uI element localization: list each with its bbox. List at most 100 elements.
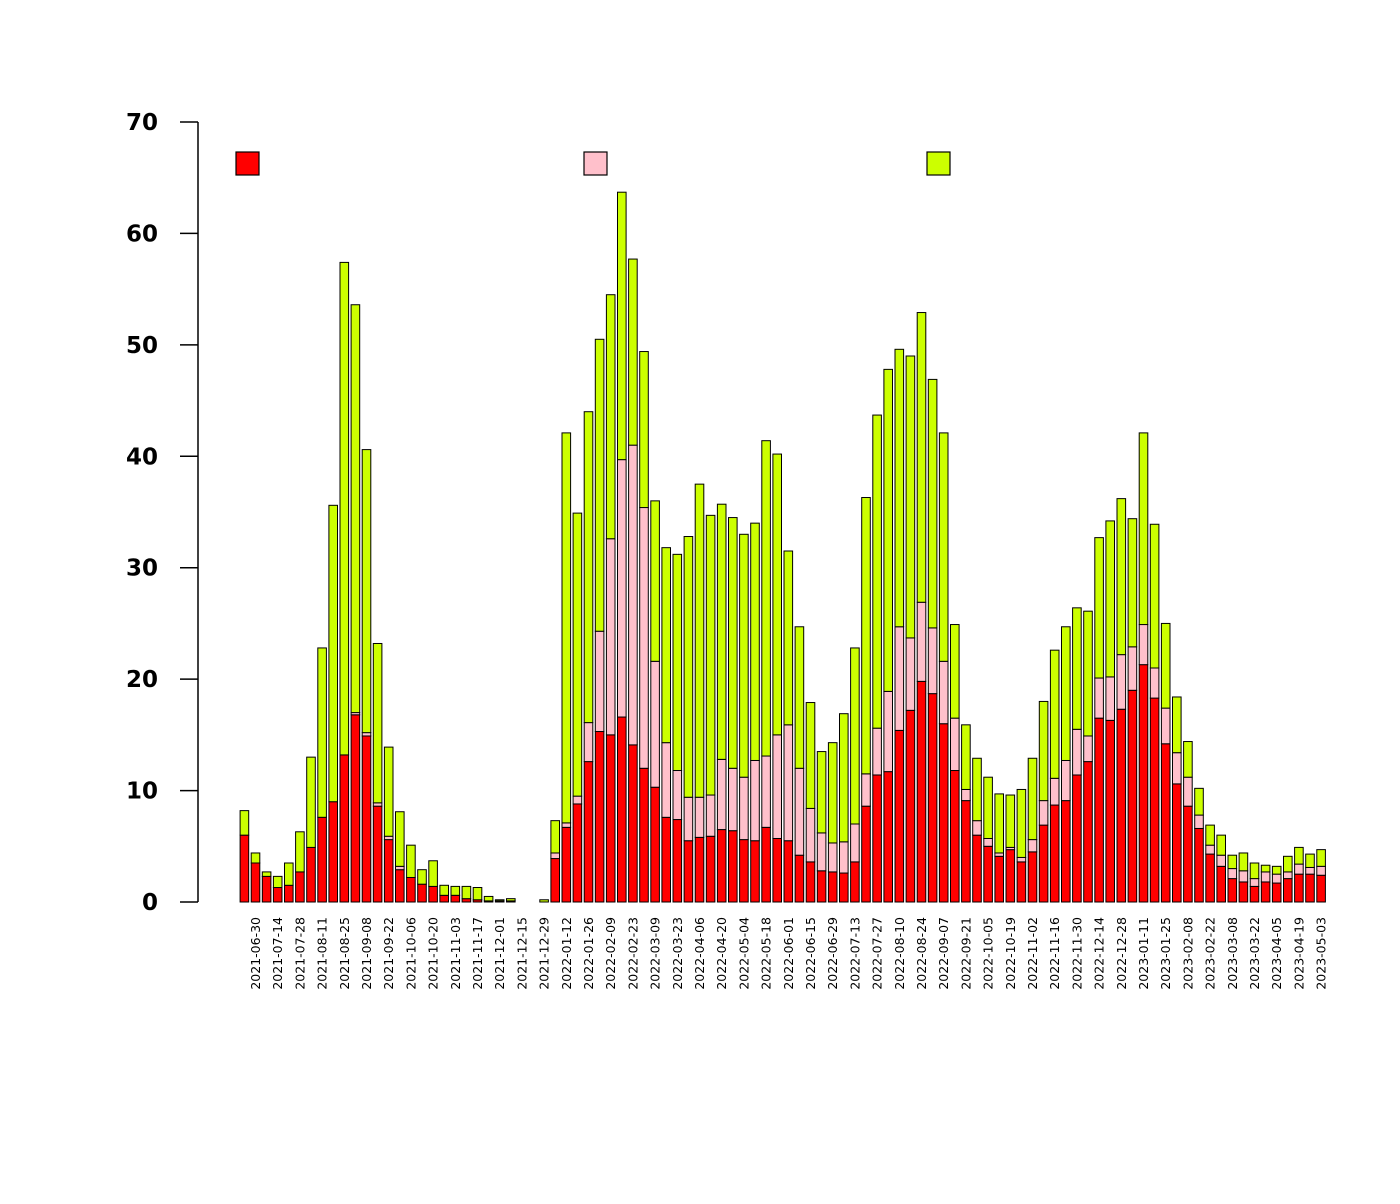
bar-segment-secured-beds <box>761 826 771 903</box>
bar-segment-accommodation <box>716 503 727 760</box>
bar-segment-other-hospital <box>1205 844 1215 855</box>
bar-segment-accommodation <box>428 860 438 887</box>
x-tick-label: 2021-08-25 <box>337 917 352 990</box>
legend-swatch-other-hospital <box>583 151 608 176</box>
bar-segment-other-hospital <box>639 507 649 769</box>
bar-segment-secured-beds <box>1138 664 1149 903</box>
bar-segment-accommodation <box>661 547 672 744</box>
bar-segment-accommodation <box>639 351 649 509</box>
bar-segment-accommodation <box>583 411 594 724</box>
bar-segment-secured-beds <box>1094 717 1104 903</box>
bar-segment-other-hospital <box>1116 654 1127 710</box>
bar-segment-accommodation <box>672 553 683 772</box>
bar-segment-other-hospital <box>916 601 927 682</box>
bar-segment-other-hospital <box>1061 759 1071 802</box>
bar-segment-other-hospital <box>1238 870 1249 883</box>
bar-segment-other-hospital <box>594 630 605 733</box>
bar-segment-accommodation <box>972 757 982 822</box>
bar-segment-accommodation <box>306 756 316 848</box>
bar-segment-secured-beds <box>1116 708 1127 903</box>
bar-segment-secured-beds <box>1183 805 1193 903</box>
bar-segment-accommodation <box>1160 622 1171 709</box>
bar-segment-accommodation <box>284 862 294 886</box>
x-tick-label: 2022-07-13 <box>847 917 862 990</box>
bar-segment-secured-beds <box>1005 849 1016 903</box>
bar-segment-secured-beds <box>816 870 827 903</box>
bar-segment-accommodation <box>1194 787 1204 816</box>
bar-segment-other-hospital <box>850 823 860 863</box>
bar-segment-accommodation <box>550 820 561 854</box>
bar-segment-other-hospital <box>1260 871 1271 883</box>
bar-segment-accommodation <box>783 550 794 726</box>
bar-segment-other-hospital <box>1105 676 1116 721</box>
x-tick-label: 2023-04-05 <box>1269 917 1284 990</box>
bar-segment-secured-beds <box>739 839 749 903</box>
bar-segment-accommodation <box>1083 610 1093 737</box>
bar-segment-secured-beds <box>295 871 305 903</box>
bar-segment-secured-beds <box>916 680 927 903</box>
bar-segment-secured-beds <box>339 754 350 903</box>
x-tick-label: 2021-12-29 <box>537 917 552 990</box>
bar-segment-accommodation <box>1216 834 1227 856</box>
bar-segment-secured-beds <box>383 839 394 903</box>
bar-segment-accommodation <box>694 483 705 798</box>
bar-segment-other-hospital <box>827 842 838 873</box>
x-tick-label: 2022-09-21 <box>958 917 973 990</box>
y-tick-label: 70 <box>126 110 158 136</box>
bar-segment-secured-beds <box>827 871 838 903</box>
x-tick-label: 2022-12-28 <box>1114 917 1129 990</box>
bar-segment-other-hospital <box>1127 646 1138 691</box>
bar-segment-other-hospital <box>1283 871 1293 880</box>
x-tick-label: 2022-02-09 <box>603 917 618 990</box>
x-tick-label: 2021-09-22 <box>381 917 396 990</box>
bar-segment-accommodation <box>617 191 627 461</box>
x-tick-label: 2022-01-26 <box>581 917 596 990</box>
bar-segment-other-hospital <box>683 796 694 842</box>
x-tick-label: 2022-08-24 <box>914 917 929 990</box>
y-tick-label: 60 <box>126 221 158 247</box>
bar-segment-other-hospital <box>772 734 783 839</box>
bar-segment-accommodation <box>739 533 749 778</box>
bar-segment-accommodation <box>905 355 916 639</box>
bar-segment-secured-beds <box>417 883 427 903</box>
x-tick-label: 2023-02-22 <box>1203 917 1218 990</box>
bar-segment-accommodation <box>406 844 416 878</box>
x-tick-label: 2023-01-11 <box>1136 917 1151 990</box>
bar-segment-accommodation <box>650 500 660 662</box>
bar-segment-other-hospital <box>750 759 760 842</box>
bar-segment-other-hospital <box>383 835 394 841</box>
bar-segment-secured-beds <box>272 887 283 903</box>
bar-segment-other-hospital <box>1149 667 1160 699</box>
bar-segment-other-hospital <box>1072 728 1082 776</box>
bar-segment-other-hospital <box>1172 752 1182 785</box>
bars <box>239 191 1326 903</box>
bar-segment-accommodation <box>594 338 605 632</box>
bar-segment-other-hospital <box>395 865 405 871</box>
bar-segment-other-hospital <box>716 758 727 831</box>
y-tick-label: 20 <box>126 667 158 693</box>
bar-segment-other-hospital <box>628 444 638 746</box>
bar-segment-other-hospital <box>661 742 672 818</box>
bar-segment-secured-beds <box>805 861 816 903</box>
bar-segment-other-hospital <box>650 660 660 788</box>
bar-segment-secured-beds <box>317 816 327 903</box>
y-tick-label: 10 <box>126 779 158 805</box>
bar-segment-accommodation <box>872 414 882 729</box>
bar-segment-secured-beds <box>783 840 794 903</box>
bar-segment-accommodation <box>1138 432 1149 626</box>
bar-segment-accommodation <box>927 378 938 629</box>
x-tick-label: 2022-01-12 <box>559 917 574 990</box>
bar-segment-secured-beds <box>617 716 627 903</box>
bar-segment-other-hospital <box>1183 776 1193 807</box>
bar-segment-secured-beds <box>461 898 472 903</box>
bar-segment-accommodation <box>1127 518 1138 648</box>
bar-segment-other-hospital <box>617 459 627 718</box>
bar-segment-other-hospital <box>1027 839 1038 853</box>
bar-segment-accommodation <box>317 647 327 818</box>
bar-segment-secured-beds <box>583 761 594 903</box>
bar-segment-accommodation <box>628 258 638 446</box>
bar-segment-secured-beds <box>439 894 449 903</box>
bar-segment-secured-beds <box>1049 804 1060 903</box>
bar-segment-secured-beds <box>395 869 405 903</box>
bar-segment-secured-beds <box>639 767 649 903</box>
